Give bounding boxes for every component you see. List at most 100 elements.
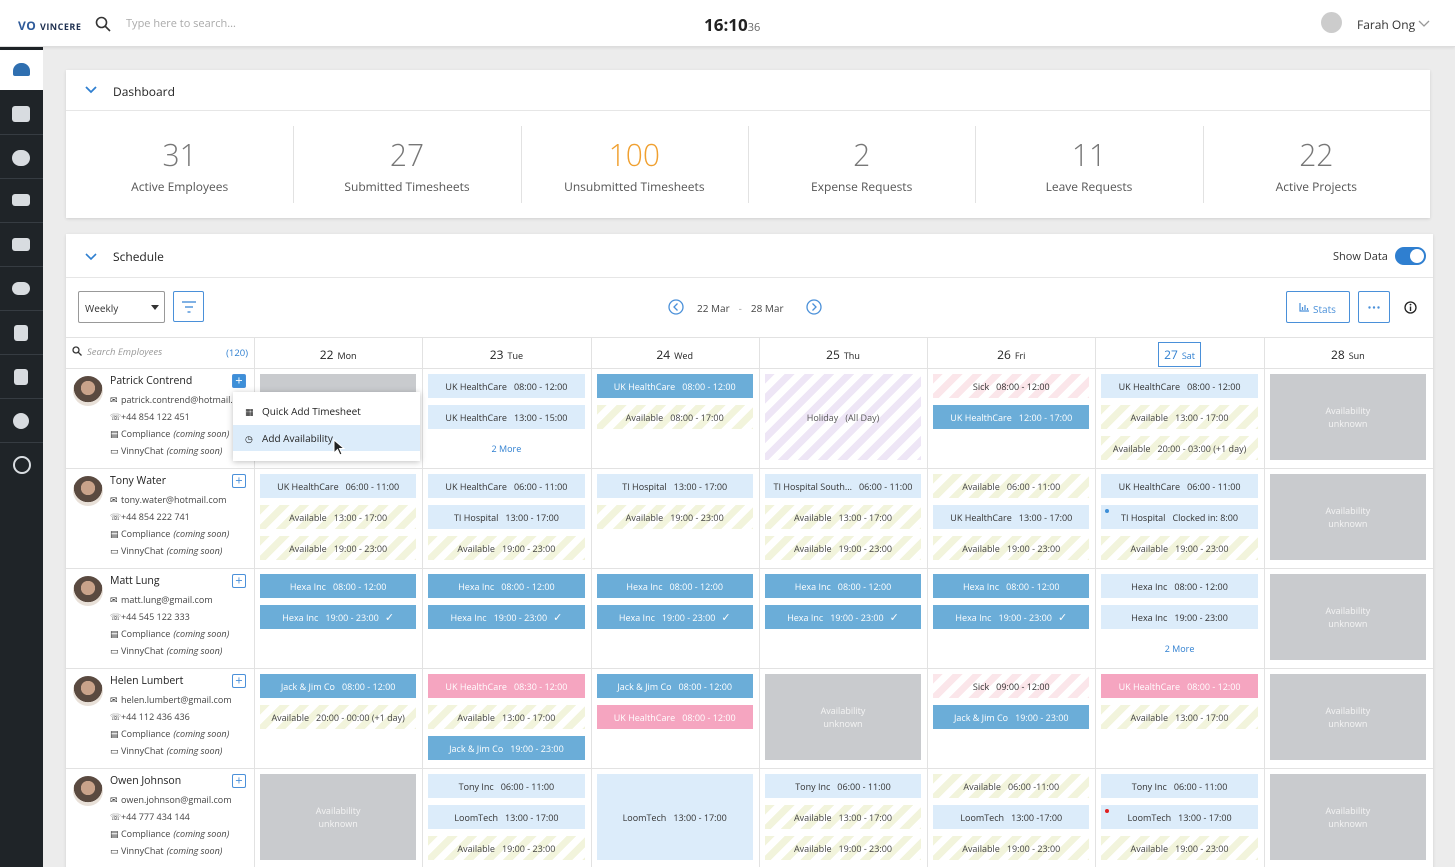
- shift-unknown[interactable]: Availability unknown: [1269, 574, 1426, 660]
- shift-available[interactable]: Available 19:00 - 23:00: [1101, 836, 1258, 860]
- shift-available[interactable]: Available 13:00 - 17:00: [1101, 705, 1258, 729]
- info-button[interactable]: [1404, 301, 1417, 314]
- shift-booked[interactable]: UK HealthCare 06:00 - 11:00: [260, 474, 417, 498]
- shift-booked[interactable]: TI Hospital South... 06:00 - 11:00: [764, 474, 922, 498]
- employee-search[interactable]: Search Employees: [72, 345, 248, 361]
- shift-available[interactable]: Available 19:00 - 23:00: [1101, 536, 1258, 560]
- shift-confirmed[interactable]: Hexa Inc 08:00 - 12:00: [260, 574, 417, 598]
- shift-available[interactable]: Available 19:00 - 23:00: [764, 536, 922, 560]
- shift-unknown[interactable]: Availability unknown: [1269, 674, 1426, 760]
- shift-holiday[interactable]: Holiday (All Day): [764, 374, 922, 460]
- shift-confirmed[interactable]: Jack & Jim Co 08:00 - 12:00: [596, 674, 753, 698]
- shift-confirmed[interactable]: Hexa Inc 19:00 - 23:00 ✓: [428, 605, 585, 629]
- shift-available[interactable]: Available 20:00 - 03:00 (+1 day): [1101, 436, 1258, 460]
- shift-sick[interactable]: Sick 09:00 - 12:00: [933, 674, 1090, 698]
- shift-booked[interactable]: TI Hospital 13:00 - 17:00: [596, 474, 753, 498]
- shift-confirmed[interactable]: Jack & Jim Co 19:00 - 23:00: [428, 736, 585, 760]
- building-icon[interactable]: [14, 325, 28, 341]
- shift-available[interactable]: Available 19:00 - 23:00: [428, 536, 585, 560]
- shift-pink[interactable]: UK HealthCare 08:00 - 12:00: [1101, 674, 1258, 698]
- shift-unknown[interactable]: Availability unknown: [260, 774, 417, 860]
- shift-available[interactable]: Available 06:00 - 11:00: [933, 474, 1090, 498]
- user-chevron[interactable]: [1418, 20, 1430, 28]
- avatar[interactable]: [1321, 12, 1342, 33]
- add-button[interactable]: +: [232, 674, 246, 688]
- shift-confirmed[interactable]: Hexa Inc 19:00 - 23:00 ✓: [596, 605, 753, 629]
- shift-available[interactable]: Available 13:00 - 17:00: [764, 805, 922, 829]
- shift-booked[interactable]: Tony Inc 06:00 - 11:00: [764, 774, 922, 798]
- shift-booked[interactable]: UK HealthCare 13:00 - 17:00: [933, 505, 1090, 529]
- shift-available[interactable]: Available 08:00 - 17:00: [596, 405, 753, 429]
- view-select[interactable]: Weekly: [78, 291, 165, 323]
- shift-available[interactable]: Available 19:00 - 23:00: [933, 836, 1090, 860]
- shift-booked[interactable]: Hexa Inc 08:00 - 12:00: [1101, 574, 1258, 598]
- info-icon[interactable]: [13, 456, 31, 474]
- shift-unknown[interactable]: Availability unknown: [1269, 374, 1426, 460]
- shift-available[interactable]: Available 19:00 - 23:00: [428, 836, 585, 860]
- shift-unknown[interactable]: Availability unknown: [1269, 474, 1426, 560]
- briefcase-icon[interactable]: [12, 238, 30, 251]
- shift-confirmed[interactable]: Hexa Inc 19:00 - 23:00 ✓: [764, 605, 922, 629]
- add-button[interactable]: +: [232, 374, 246, 388]
- collapse-icon[interactable]: [85, 253, 97, 261]
- shift-confirmed[interactable]: Jack & Jim Co 19:00 - 23:00: [933, 705, 1090, 729]
- shift-booked[interactable]: Tony Inc 06:00 - 11:00: [428, 774, 585, 798]
- shift-confirmed[interactable]: Hexa Inc 08:00 - 12:00: [764, 574, 922, 598]
- shift-booked[interactable]: LoomTech 13:00 - 17:00: [428, 805, 585, 829]
- menu-item[interactable]: ▦ Quick Add Timesheet: [233, 398, 420, 424]
- shift-available[interactable]: Available 19:00 - 23:00: [260, 536, 417, 560]
- shift-booked[interactable]: UK HealthCare 06:00 - 11:00: [428, 474, 585, 498]
- calendar-icon[interactable]: [12, 106, 30, 122]
- add-button[interactable]: +: [232, 474, 246, 488]
- shift-available[interactable]: Available 13:00 - 17:00: [428, 705, 585, 729]
- shift-available[interactable]: Available 19:00 - 23:00: [764, 836, 922, 860]
- active-nav[interactable]: [0, 50, 43, 90]
- shift-booked[interactable]: UK HealthCare 13:00 - 15:00: [428, 405, 585, 429]
- shift-more[interactable]: 2 More: [428, 436, 584, 460]
- shift-confirmed[interactable]: Jack & Jim Co 08:00 - 12:00: [260, 674, 417, 698]
- shift-confirmed[interactable]: Hexa Inc 19:00 - 23:00 ✓: [260, 605, 417, 629]
- shift-booked[interactable]: LoomTech 13:00 - 17:00: [1101, 805, 1258, 829]
- shift-available[interactable]: Available 13:00 - 17:00: [260, 505, 417, 529]
- shift-confirmed[interactable]: Hexa Inc 08:00 - 12:00: [428, 574, 585, 598]
- shift-available[interactable]: Available 19:00 - 23:00: [596, 505, 753, 529]
- shift-confirmed[interactable]: Hexa Inc 19:00 - 23:00 ✓: [933, 605, 1090, 629]
- shift-booked[interactable]: UK HealthCare 08:00 - 12:00: [428, 374, 585, 398]
- filter-button[interactable]: [173, 291, 204, 322]
- user-name[interactable]: Farah Ong: [1357, 16, 1416, 33]
- shift-sick[interactable]: Sick 08:00 - 12:00: [933, 374, 1090, 398]
- settings-icon[interactable]: [13, 413, 29, 429]
- logo[interactable]: VO VINCERE: [18, 17, 82, 34]
- shift-confirmed[interactable]: Hexa Inc 08:00 - 12:00: [933, 574, 1090, 598]
- shift-available[interactable]: Available 20:00 - 00:00 (+1 day): [260, 705, 417, 729]
- add-button[interactable]: +: [232, 774, 246, 788]
- shift-confirmed[interactable]: Hexa Inc 08:00 - 12:00: [596, 574, 753, 598]
- shift-confirmed[interactable]: UK HealthCare 12:00 - 17:00: [933, 405, 1090, 429]
- shift-pink[interactable]: UK HealthCare 08:00 - 12:00: [596, 705, 753, 729]
- shift-booked[interactable]: Hexa Inc 19:00 - 23:00: [1101, 605, 1258, 629]
- more-button[interactable]: [1358, 291, 1390, 323]
- show-data-toggle[interactable]: [1395, 247, 1426, 265]
- shift-available[interactable]: Available 13:00 - 17:00: [764, 505, 922, 529]
- shift-booked[interactable]: LoomTech 13:00 - 17:00: [596, 774, 753, 860]
- shift-confirmed[interactable]: UK HealthCare 08:00 - 12:00: [596, 374, 753, 398]
- shift-pink[interactable]: UK HealthCare 08:30 - 12:00: [428, 674, 585, 698]
- shift-available[interactable]: Available 19:00 - 23:00: [933, 536, 1090, 560]
- shift-booked[interactable]: UK HealthCare 06:00 - 11:00: [1101, 474, 1258, 498]
- collapse-icon[interactable]: [85, 86, 97, 94]
- shift-booked[interactable]: Tony Inc 06:00 - 11:00: [1101, 774, 1258, 798]
- shift-more[interactable]: 2 More: [1101, 636, 1257, 660]
- people-icon[interactable]: [12, 282, 30, 295]
- clipboard-icon[interactable]: [14, 369, 28, 385]
- shift-booked[interactable]: TI Hospital 13:00 - 17:00: [428, 505, 585, 529]
- shift-unknown[interactable]: Availability unknown: [764, 674, 922, 760]
- cards-icon[interactable]: [12, 194, 30, 206]
- shift-booked[interactable]: UK HealthCare 08:00 - 12:00: [1101, 374, 1258, 398]
- menu-item[interactable]: ◷ Add Availability: [233, 425, 420, 451]
- next-week[interactable]: [806, 299, 822, 315]
- add-button[interactable]: +: [232, 574, 246, 588]
- search-input[interactable]: Type here to search...: [126, 16, 236, 31]
- shift-available[interactable]: Available 06:00 -11:00: [933, 774, 1090, 798]
- money-icon[interactable]: [12, 150, 30, 166]
- shift-booked[interactable]: LoomTech 13:00 -17:00: [933, 805, 1090, 829]
